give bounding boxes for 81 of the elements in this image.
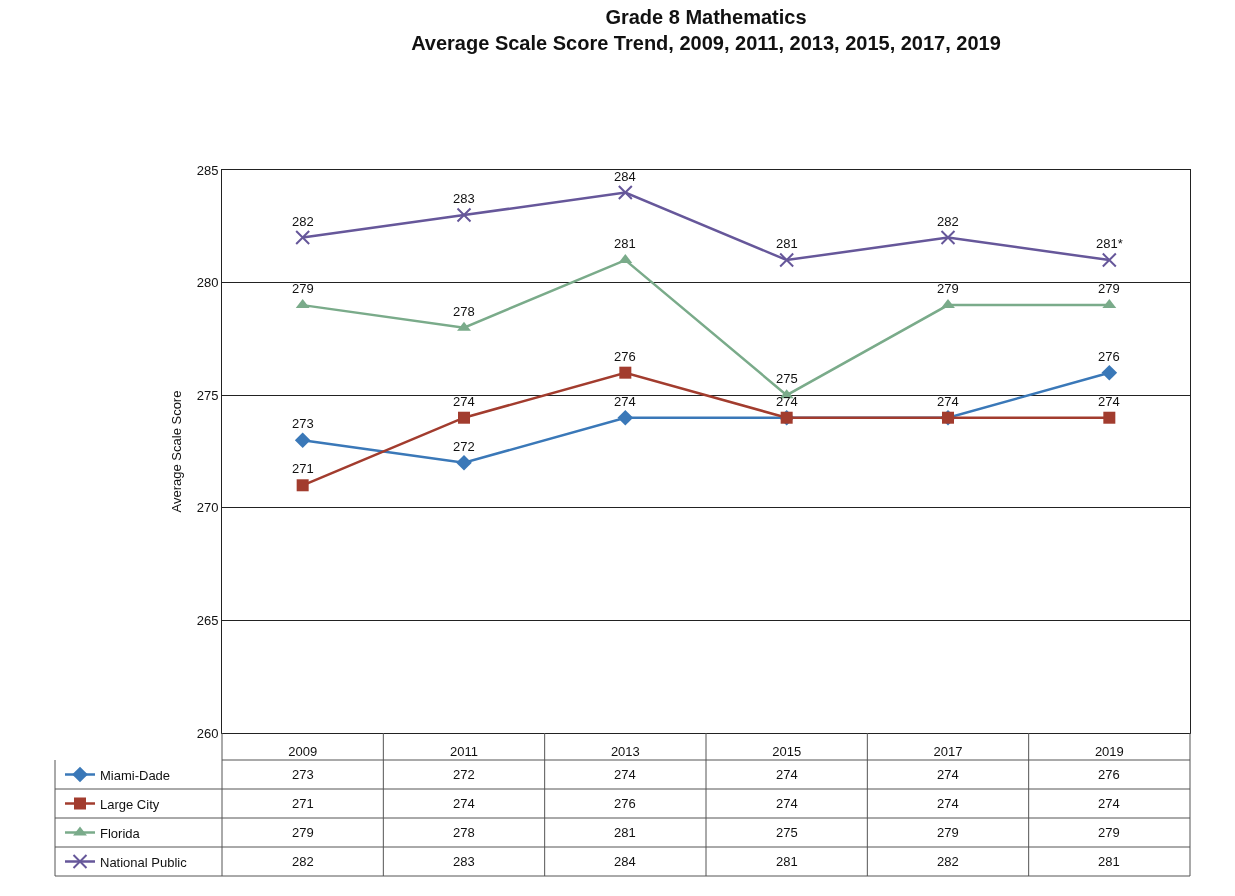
annotation: 281*	[1096, 236, 1123, 251]
data-label: 284	[614, 854, 636, 869]
point	[941, 299, 955, 309]
legend-label: Miami-Dade	[100, 767, 171, 783]
x-tick-label: 2017	[933, 743, 963, 759]
data-label: 279	[1098, 825, 1120, 840]
data-label: 274	[1098, 796, 1120, 811]
point	[779, 252, 795, 268]
data-label: 272	[453, 767, 475, 782]
x-tick-label: 2013	[610, 743, 640, 759]
point	[458, 411, 470, 424]
annotation: 274	[614, 394, 636, 409]
data-label: 274	[937, 767, 959, 782]
data-label: 273	[292, 767, 314, 782]
data-label: 274	[937, 796, 959, 811]
data-label: 275	[776, 825, 798, 840]
chart-title: Grade 8 Mathematics	[605, 6, 807, 28]
point	[617, 409, 634, 426]
annotation: 274	[1098, 394, 1120, 409]
data-label: 281	[1098, 854, 1120, 869]
x-tick-label: 2009	[288, 743, 318, 759]
y-tick-label: 260	[196, 725, 219, 741]
y-tick-label: 270	[196, 500, 219, 516]
annotation: 274	[453, 394, 475, 409]
point	[619, 366, 632, 379]
y-tick-label: 280	[196, 275, 219, 291]
chart-subtitle: Average Scale Score Trend, 2009, 2011, 2013, 2015, 2017, 2019	[411, 32, 1001, 54]
point	[940, 230, 956, 246]
annotation: 281	[614, 236, 636, 251]
annotation: 279	[937, 281, 959, 296]
point	[617, 185, 633, 201]
data-label: 274	[614, 767, 636, 782]
data-label: 281	[776, 854, 798, 869]
data-label: 276	[614, 796, 636, 811]
point	[296, 479, 309, 492]
annotation: 279	[1098, 281, 1120, 296]
annotation: 272	[453, 439, 475, 454]
legend-label: Florida	[100, 825, 141, 841]
annotation: 282	[937, 214, 959, 229]
annotation: 284	[614, 169, 636, 184]
data-label: 283	[453, 854, 475, 869]
annotation: 278	[453, 304, 475, 319]
data-label: 278	[453, 825, 475, 840]
data-label: 271	[292, 796, 314, 811]
point	[1103, 411, 1116, 424]
annotation: 274	[937, 394, 959, 409]
data-label: 279	[292, 825, 314, 840]
x-tick-label: 2019	[1094, 743, 1124, 759]
data-label: 276	[1098, 767, 1120, 782]
annotation: 274	[776, 394, 798, 409]
annotation: 282	[292, 214, 314, 229]
annotation: 279	[292, 281, 314, 296]
annotation: 276	[614, 349, 636, 364]
annotation: 273	[292, 416, 314, 431]
point	[1101, 252, 1117, 268]
x-tick-label: 2011	[450, 743, 478, 759]
annotation: 281	[776, 236, 798, 251]
data-label: 274	[776, 796, 798, 811]
point	[456, 454, 472, 471]
y-axis-title: Average Scale Score	[168, 390, 184, 513]
data-label: 282	[937, 854, 959, 869]
data-label: 274	[453, 796, 475, 811]
data-label: 279	[937, 825, 959, 840]
legend-label: Large City	[100, 796, 160, 812]
point	[295, 230, 311, 246]
annotation: 283	[453, 191, 475, 206]
point	[1101, 364, 1118, 381]
point	[294, 432, 311, 449]
point	[457, 321, 471, 331]
annotation: 276	[1098, 349, 1120, 364]
point	[456, 207, 472, 223]
y-tick-label: 285	[196, 162, 219, 178]
annotation: 275	[776, 371, 798, 386]
data-label: 281	[614, 825, 636, 840]
x-tick-label: 2015	[772, 743, 802, 759]
data-label: 274	[776, 767, 798, 782]
annotation: 271	[292, 461, 314, 476]
y-tick-label: 275	[196, 387, 219, 403]
legend-label: National Public	[100, 854, 188, 870]
data-label: 282	[292, 854, 314, 869]
y-tick-label: 265	[196, 612, 219, 628]
